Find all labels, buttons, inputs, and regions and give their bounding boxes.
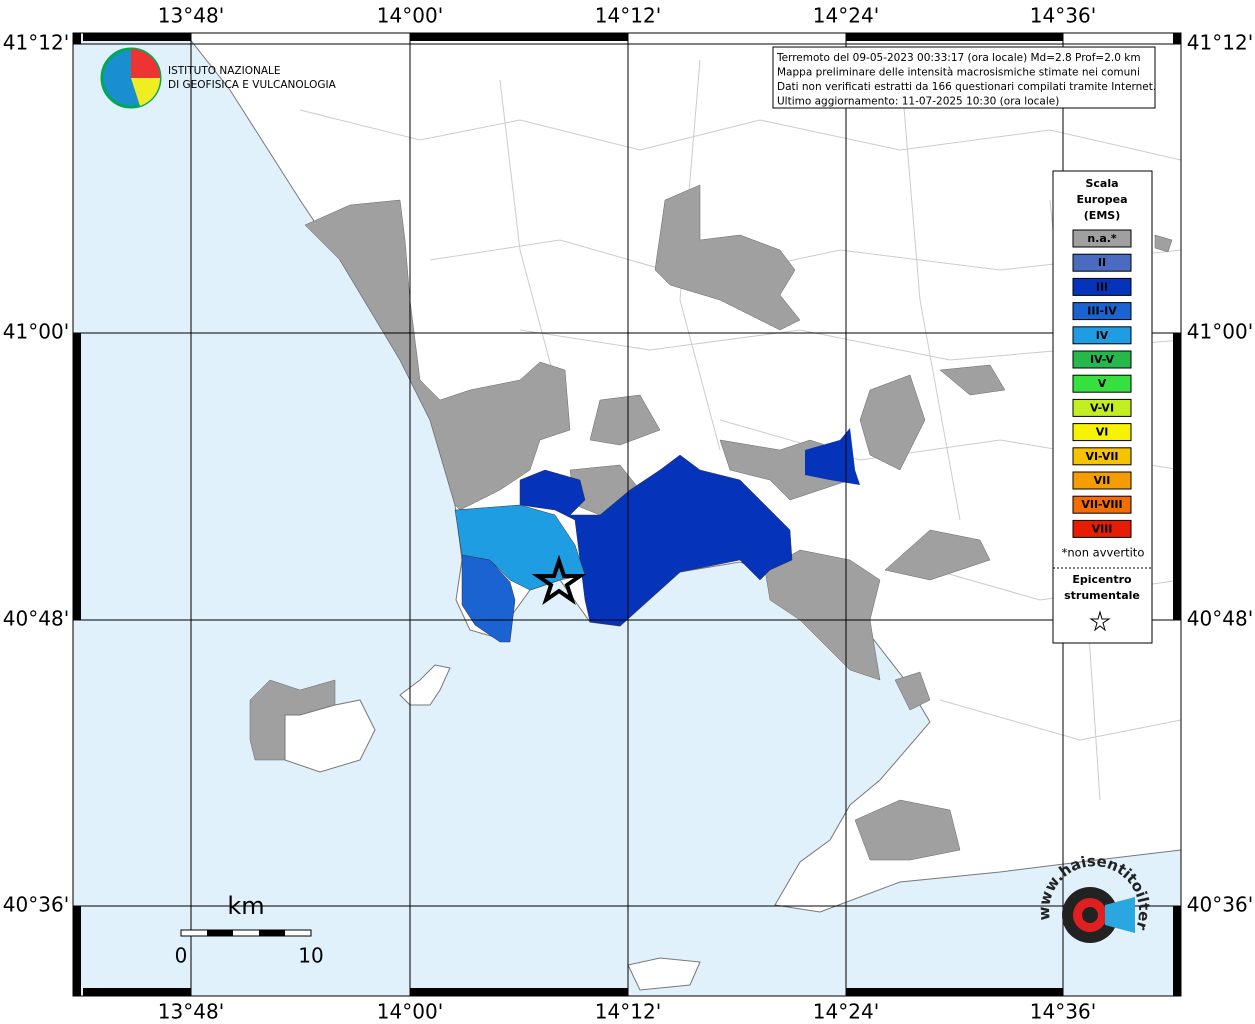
legend-swatch [1072, 229, 1132, 248]
lon-label: 14°24' [813, 1000, 879, 1024]
info-line: Dati non verificati estratti da 166 ques… [777, 81, 1156, 93]
legend-swatch [1072, 253, 1132, 272]
institute-name: ISTITUTO NAZIONALE [168, 65, 281, 77]
island-ischia [284, 699, 376, 773]
scale-label: 10 [298, 944, 323, 968]
lat-label: 41°00' [1187, 320, 1253, 344]
region-na [249, 184, 1173, 861]
legend-title: (EMS) [1084, 209, 1120, 222]
lat-label: 41°12' [1187, 31, 1253, 55]
info-box [772, 46, 1156, 109]
legend-note: *non avvertito [1062, 546, 1145, 560]
legend-label: VII [1094, 474, 1111, 487]
map-area [73, 33, 1181, 996]
legend-label: VIII [1092, 522, 1113, 535]
legend-swatch [1072, 302, 1132, 321]
scale-label: 0 [175, 944, 188, 968]
legend-swatch [1072, 350, 1132, 369]
lat-label: 41°12' [3, 31, 69, 55]
info-line: Mappa preliminare delle intensità macros… [777, 67, 1140, 79]
legend-swatch [1072, 471, 1132, 490]
legend-label: VII-VIII [1081, 498, 1122, 511]
legend-label: V-VI [1090, 401, 1114, 414]
legend-swatch [1072, 326, 1132, 345]
institute-name: DI GEOFISICA E VULCANOLOGIA [168, 79, 337, 91]
legend-label: II [1098, 256, 1106, 269]
lon-label: 13°48' [158, 4, 224, 28]
lat-label: 40°36' [1187, 893, 1253, 917]
legend-epicenter: strumentale [1064, 589, 1140, 602]
lon-label: 14°00' [377, 1000, 443, 1024]
lon-label: 13°48' [158, 1000, 224, 1024]
legend-swatch [1072, 277, 1132, 296]
info-line: Ultimo aggiornamento: 11-07-2025 10:30 (… [777, 96, 1059, 108]
legend-label: III-IV [1087, 305, 1117, 318]
legend-swatch [1072, 447, 1132, 466]
legend-label: VI-VII [1085, 450, 1118, 463]
legend-swatch [1072, 398, 1132, 417]
legend-title: Europea [1076, 193, 1127, 206]
legend-swatch [1072, 495, 1132, 514]
legend-label: IV [1096, 329, 1109, 342]
lon-label: 14°12' [595, 4, 661, 28]
info-line: Terremoto del 09-05-2023 00:33:17 (ora l… [776, 52, 1141, 64]
ingv-logo: ISTITUTO NAZIONALE DI GEOFISICA E VULCAN… [100, 47, 337, 109]
lon-label: 14°24' [813, 4, 879, 28]
region-iii [519, 454, 793, 627]
lon-label: 14°00' [377, 4, 443, 28]
lon-label: 14°12' [595, 1000, 661, 1024]
legend-label: V [1098, 377, 1107, 390]
legend-swatch [1072, 519, 1132, 538]
lat-label: 40°48' [3, 607, 69, 631]
island-procida [399, 664, 451, 706]
lon-label: 14°36' [1030, 1000, 1096, 1024]
epicenter-star [531, 554, 587, 606]
legend-swatch [1072, 423, 1132, 442]
legend-label: n.a.* [1087, 232, 1117, 245]
lat-label: 41°00' [3, 320, 69, 344]
legend-label: III [1096, 280, 1108, 293]
lat-label: 40°48' [1187, 607, 1253, 631]
scale-bar [180, 929, 312, 937]
haisentito-logo [1062, 887, 1135, 943]
island-capri [627, 957, 701, 991]
legend-label: VI [1096, 426, 1109, 439]
frame [72, 32, 1182, 997]
scale-unit: km [227, 892, 264, 920]
lat-label: 40°36' [3, 893, 69, 917]
legend-title: Scala [1085, 177, 1118, 190]
legend-epicenter: Epicentro [1072, 573, 1132, 586]
legend-swatch [1072, 374, 1132, 393]
legend-label: IV-V [1090, 353, 1115, 366]
legend-star [1089, 610, 1111, 632]
lon-label: 14°36' [1030, 4, 1096, 28]
